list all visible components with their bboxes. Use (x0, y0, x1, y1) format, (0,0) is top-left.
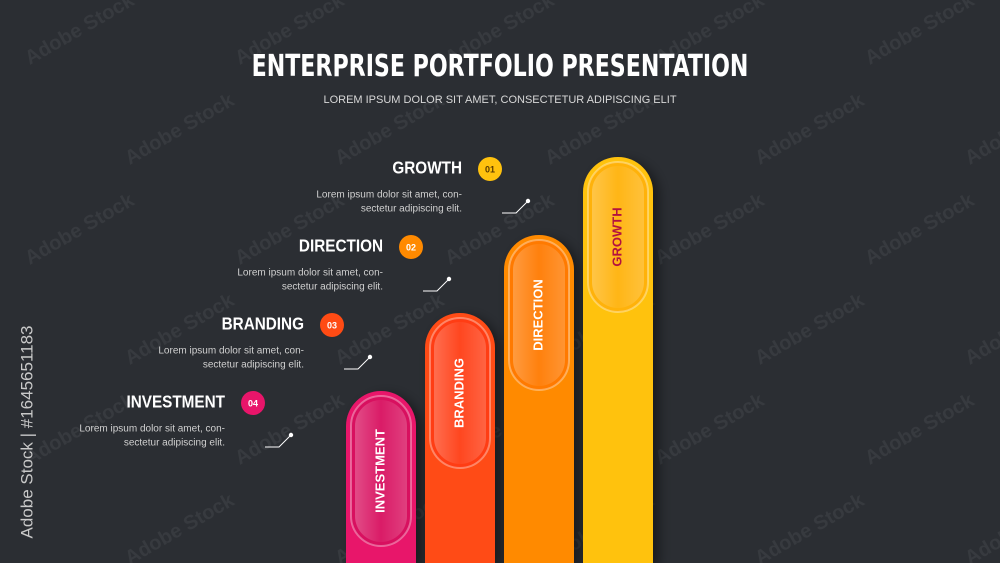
badge (241, 391, 265, 415)
connector-dot (288, 432, 294, 438)
badge (399, 235, 423, 259)
pillar-gloss (592, 166, 644, 308)
item-heading: GROWTH (392, 158, 462, 178)
pillar-label: INVESTMENT (372, 429, 387, 513)
connector-dot (367, 354, 373, 360)
subtitle: LOREM IPSUM DOLOR SIT AMET, CONSECTETUR … (323, 94, 676, 106)
pillar-label: DIRECTION (530, 279, 545, 351)
badge (320, 313, 344, 337)
item-description: sectetur adipiscing elit. (203, 360, 304, 371)
item-description: sectetur adipiscing elit. (361, 204, 462, 215)
item-description: Lorem ipsum dolor sit amet, con- (316, 190, 462, 201)
item-description: sectetur adipiscing elit. (282, 282, 383, 293)
connector-dot (525, 198, 531, 204)
item-description: sectetur adipiscing elit. (124, 438, 225, 449)
badge-number: 03 (327, 320, 337, 330)
badge-number: 01 (485, 164, 495, 174)
badge (478, 157, 502, 181)
pillars: INVESTMENT BRANDING DIRECTION GROWTH (346, 157, 653, 563)
stock-id: Adobe Stock | #1645651183 (17, 326, 36, 539)
badge-number: 04 (248, 398, 258, 408)
item-description: Lorem ipsum dolor sit amet, con- (237, 268, 383, 279)
item-description: Lorem ipsum dolor sit amet, con- (79, 424, 225, 435)
item-description: Lorem ipsum dolor sit amet, con- (158, 346, 304, 357)
connector (265, 434, 292, 448)
pillar-gloss (355, 400, 407, 542)
connector (423, 278, 450, 292)
labels: INVESTMENT 04 Lorem ipsum dolor sit amet, … (79, 157, 531, 449)
pillar-label: GROWTH (609, 207, 624, 266)
pillar-label: BRANDING (451, 358, 466, 428)
connector-dot (446, 276, 452, 282)
connector (344, 356, 371, 370)
connector (502, 200, 529, 214)
title: ENTERPRISE PORTFOLIO PRESENTATION (252, 50, 749, 84)
item-heading: DIRECTION (299, 236, 383, 256)
item-heading: BRANDING (222, 314, 304, 334)
pillar-gloss (434, 322, 486, 464)
badge-number: 02 (406, 242, 416, 252)
pillar-gloss (513, 244, 565, 386)
item-heading: INVESTMENT (126, 392, 225, 412)
